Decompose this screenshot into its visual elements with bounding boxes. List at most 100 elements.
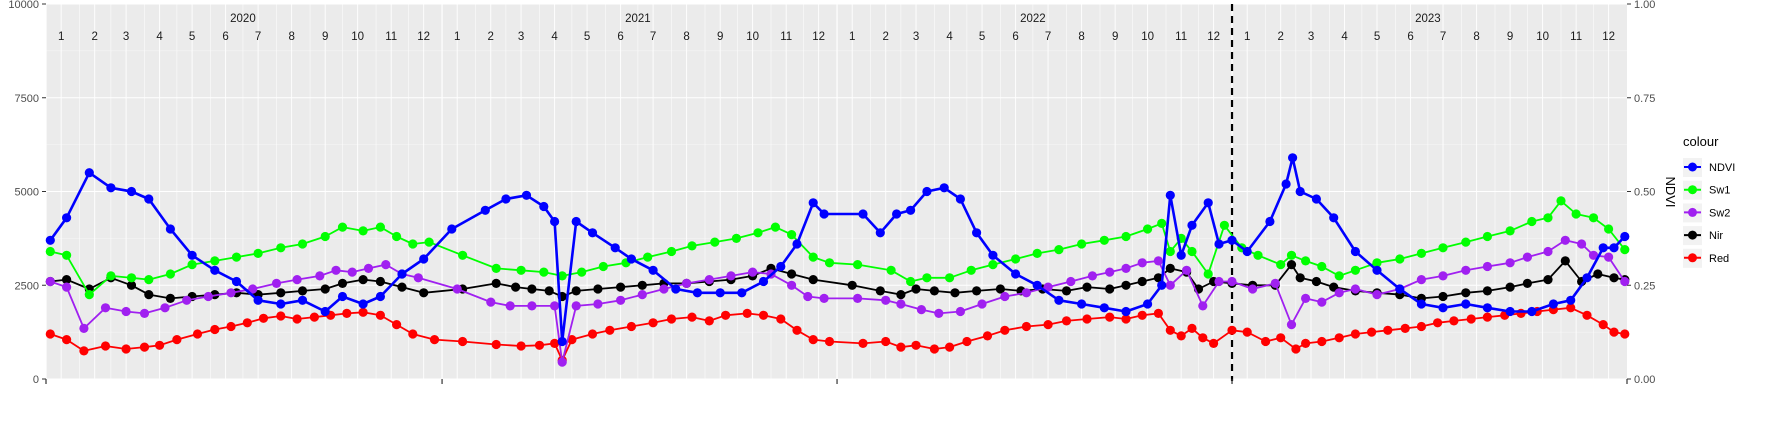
- data-point-nir: [875, 286, 885, 296]
- data-point-sw2: [571, 301, 581, 311]
- data-point-ndvi: [84, 168, 94, 178]
- data-point-ndvi: [45, 235, 55, 245]
- data-point-ndvi: [1121, 306, 1131, 317]
- month-label: 11: [1175, 31, 1187, 43]
- month-label: 2: [1278, 31, 1284, 43]
- left-tick-label: 7500: [15, 93, 39, 105]
- data-point-red: [896, 342, 906, 352]
- data-point-red: [1000, 325, 1010, 335]
- data-point-ndvi: [1054, 295, 1064, 305]
- data-point-sw2: [1505, 258, 1515, 268]
- data-point-red: [1261, 336, 1271, 347]
- data-point-nir: [1482, 286, 1492, 296]
- year-label: 2020: [230, 13, 256, 25]
- month-label: 4: [156, 31, 163, 43]
- data-point-red: [1566, 303, 1576, 313]
- data-point-sw1: [966, 265, 976, 275]
- data-point-sw2: [1043, 282, 1053, 292]
- data-point-sw2: [819, 293, 829, 303]
- data-point-sw2: [1000, 291, 1010, 302]
- data-point-red: [516, 341, 526, 351]
- data-point-nir: [276, 288, 286, 298]
- data-point-sw1: [824, 258, 835, 268]
- data-point-red: [550, 338, 560, 348]
- data-point-ndvi: [988, 250, 998, 260]
- data-point-red: [1121, 314, 1131, 324]
- data-point-sw2: [1301, 293, 1311, 303]
- data-point-sw2: [1350, 284, 1360, 294]
- data-point-ndvi: [1311, 194, 1321, 204]
- data-point-sw1: [126, 273, 137, 283]
- data-point-red: [1153, 308, 1163, 318]
- data-point-sw1: [1077, 239, 1087, 249]
- data-point-sw1: [106, 271, 116, 281]
- month-label: 1: [454, 31, 460, 43]
- data-point-nir: [896, 290, 906, 300]
- data-point-ndvi: [1329, 213, 1339, 223]
- data-point-sw2: [1153, 256, 1163, 266]
- month-label: 7: [255, 31, 261, 43]
- data-point-sw1: [392, 231, 402, 242]
- data-point-sw1: [45, 246, 55, 257]
- data-point-sw1: [84, 290, 94, 300]
- legend-key-point: [1688, 207, 1697, 217]
- data-point-nir: [995, 284, 1006, 294]
- month-label: 1: [1244, 31, 1250, 43]
- data-point-sw1: [144, 275, 154, 285]
- data-point-ndvi: [808, 198, 818, 208]
- data-point-ndvi: [610, 243, 620, 253]
- data-point-red: [792, 325, 802, 335]
- data-point-sw1: [253, 248, 263, 258]
- data-point-sw1: [1543, 213, 1553, 223]
- data-point-sw1: [1203, 269, 1213, 279]
- data-point-ndvi: [626, 254, 637, 264]
- data-point-sw2: [45, 276, 55, 287]
- data-point-ndvi: [648, 265, 658, 275]
- data-point-ndvi: [1548, 299, 1558, 309]
- data-point-ndvi: [819, 209, 829, 219]
- data-point-red: [982, 331, 993, 341]
- month-label: 8: [1078, 31, 1084, 43]
- data-point-sw1: [358, 226, 368, 236]
- data-point-sw2: [1482, 261, 1492, 272]
- data-point-ndvi: [1582, 273, 1592, 283]
- data-point-nir: [1543, 275, 1553, 285]
- data-point-ndvi: [320, 306, 330, 317]
- data-point-red: [1466, 314, 1476, 324]
- data-point-red: [858, 338, 868, 348]
- data-point-ndvi: [501, 194, 511, 204]
- right-axis-title: NDVI: [1663, 176, 1678, 207]
- data-point-sw2: [1543, 246, 1553, 257]
- data-point-nir: [1061, 286, 1072, 296]
- data-point-sw2: [977, 299, 987, 309]
- data-point-nir: [1461, 288, 1471, 298]
- month-label: 12: [417, 31, 430, 43]
- data-point-red: [1043, 320, 1053, 330]
- data-point-sw1: [1011, 254, 1021, 264]
- legend-label-ndvi: NDVI: [1709, 162, 1735, 174]
- data-point-red: [192, 329, 203, 339]
- data-point-sw1: [1571, 209, 1581, 219]
- data-point-red: [155, 340, 165, 350]
- data-point-ndvi: [1566, 295, 1576, 305]
- data-point-sw1: [1032, 248, 1042, 258]
- data-point-sw2: [413, 273, 423, 283]
- legend-key-point: [1688, 253, 1697, 263]
- data-point-sw1: [231, 252, 242, 262]
- data-point-sw2: [896, 299, 906, 309]
- data-point-sw2: [1087, 271, 1097, 281]
- month-label: 5: [584, 31, 590, 43]
- data-point-ndvi: [1505, 306, 1515, 317]
- data-point-sw2: [1620, 276, 1630, 287]
- data-point-red: [1400, 323, 1410, 333]
- data-point-sw2: [160, 303, 170, 313]
- month-label: 2: [91, 31, 97, 43]
- month-label: 3: [913, 31, 919, 43]
- data-point-ndvi: [692, 288, 703, 298]
- data-point-sw2: [1121, 263, 1131, 273]
- data-point-nir: [1593, 269, 1603, 279]
- data-point-sw1: [710, 237, 720, 247]
- data-point-red: [1620, 329, 1630, 339]
- data-point-sw2: [1560, 235, 1570, 245]
